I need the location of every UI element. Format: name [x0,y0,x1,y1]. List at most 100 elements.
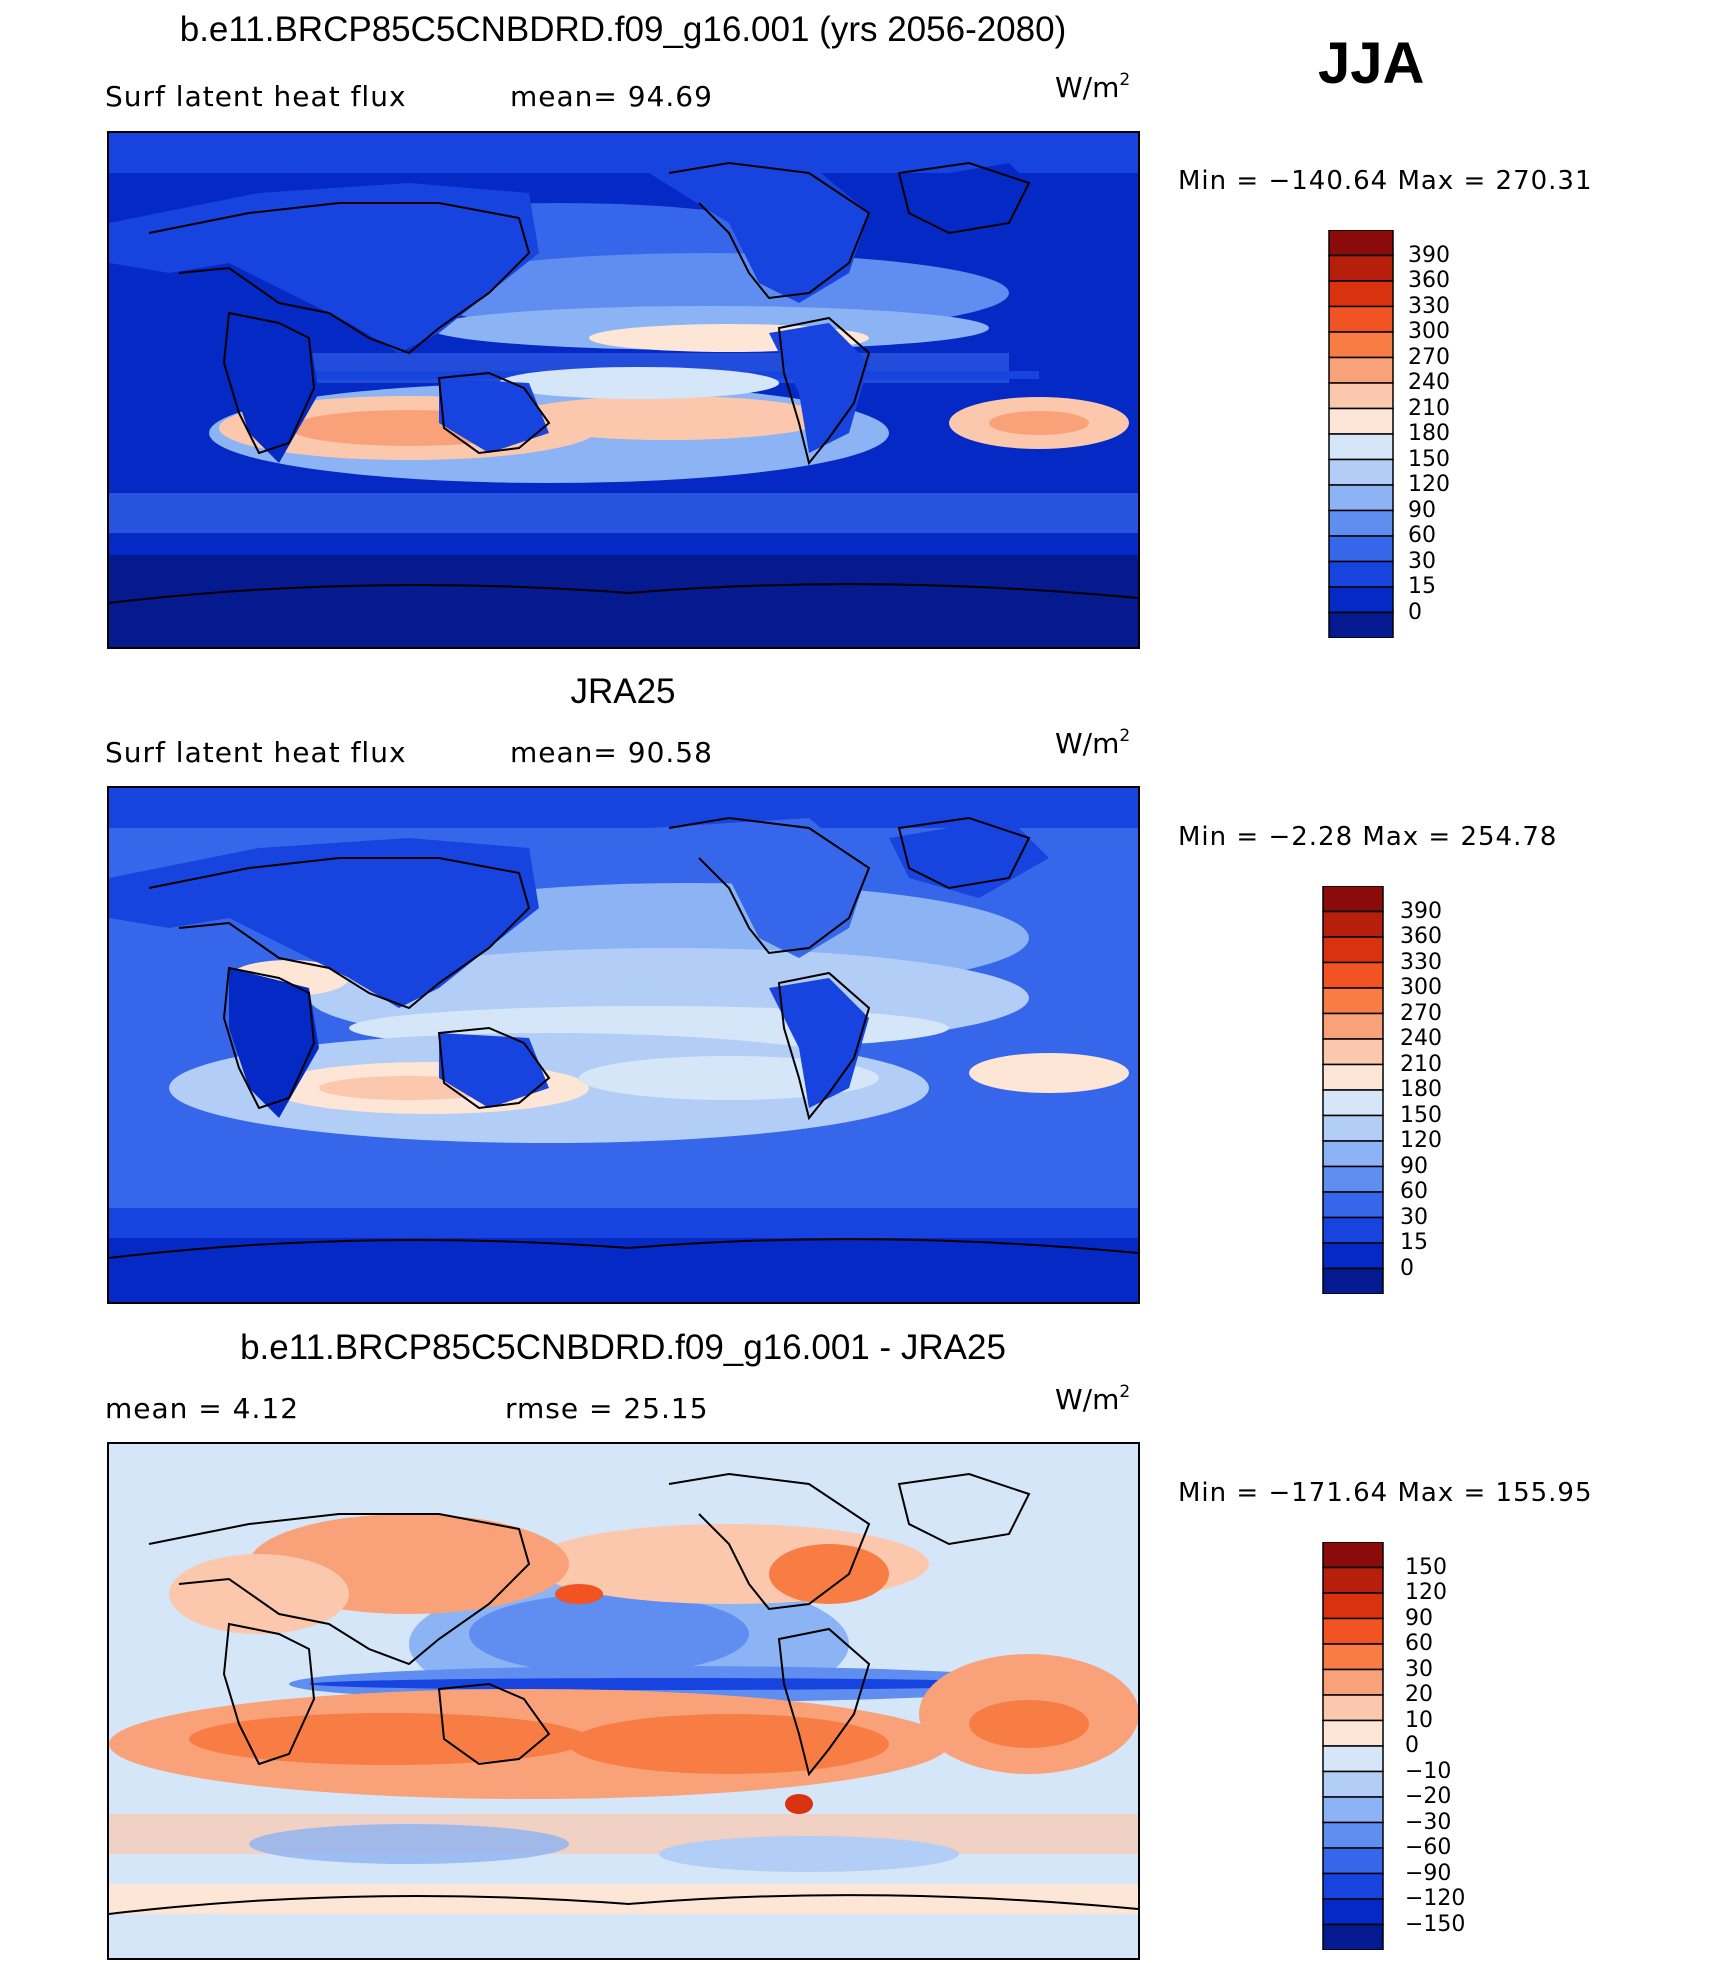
panel3-colorbar [1322,1541,1384,1955]
colorbar-swatch [1322,1923,1384,1951]
colorbar-swatch [1322,961,1384,989]
colorbar-swatch [1322,987,1384,1015]
panel2-map [107,786,1140,1304]
colorbar-swatch [1322,1745,1384,1773]
colorbar-swatch [1322,1267,1384,1295]
colorbar-swatch [1322,1872,1384,1900]
colorbar-swatch [1328,611,1394,639]
colorbar-tick-label: 20 [1405,1682,1433,1707]
colorbar-swatch [1322,1694,1384,1722]
colorbar-tick-label: 0 [1405,1733,1419,1758]
panel3-title: b.e11.BRCP85C5CNBDRD.f09_g16.001 - JRA25 [240,1328,1006,1367]
colorbar-swatch [1322,1898,1384,1926]
colorbar-tick-label: −120 [1405,1886,1466,1911]
colorbar-tick-label: 15 [1400,1230,1428,1255]
colorbar-tick-label: 150 [1408,446,1450,472]
colorbar-swatch [1322,1566,1384,1594]
panel1-colorbar-swatches [1328,229,1394,639]
panel1-title: b.e11.BRCP85C5CNBDRD.f09_g16.001 (yrs 20… [179,10,1067,49]
colorbar-swatch [1328,509,1394,537]
colorbar-swatch [1322,1719,1384,1747]
panel2-map-field [109,788,1138,1302]
panel1-map [107,131,1140,649]
colorbar-swatch [1322,1114,1384,1142]
colorbar-tick-label: 240 [1408,370,1450,395]
panel1-minmax: Min = −140.64 Max = 270.31 [1178,166,1593,196]
units-exponent: 2 [1119,70,1131,90]
panel2-colorbar [1322,885,1384,1299]
colorbar-tick-label: −150 [1405,1911,1466,1937]
colorbar-tick-label: 360 [1400,924,1442,949]
colorbar-tick-label: 60 [1405,1631,1433,1656]
colorbar-swatch [1322,1089,1384,1117]
panel2-colorbar-swatches [1322,885,1384,1295]
panel3-minmax: Min = −171.64 Max = 155.95 [1178,1478,1593,1508]
colorbar-swatch [1328,433,1394,461]
panel2-title: JRA25 [570,672,676,711]
colorbar-tick-label: 330 [1400,949,1442,975]
colorbar-tick-label: 0 [1400,1255,1414,1281]
panel3-colorbar-labels: 150 120 90 60 30 20 10 0 −10 −20 −30 −60 −90 −120 −150 [1405,1542,1505,1950]
colorbar-swatch [1328,254,1394,282]
panel1-mean-label: mean= 94.69 [510,80,713,113]
colorbar-tick-label: 30 [1400,1204,1428,1230]
colorbar-tick-label: 390 [1400,898,1442,924]
colorbar-tick-label: 60 [1408,523,1436,548]
colorbar-tick-label: 30 [1408,548,1436,574]
colorbar-swatch [1322,1165,1384,1193]
units-exponent: 2 [1119,1382,1131,1402]
colorbar-swatch [1322,1643,1384,1671]
colorbar-swatch [1322,1140,1384,1168]
panel1-colorbar [1328,229,1394,643]
colorbar-swatch [1322,1012,1384,1040]
colorbar-swatch [1328,535,1394,563]
colorbar-swatch [1322,910,1384,938]
panel3-colorbar-swatches [1322,1541,1384,1951]
panel1-map-field [109,133,1138,647]
colorbar-tick-label: 390 [1408,242,1450,268]
colorbar-tick-label: 90 [1405,1605,1433,1631]
panel1-units: W/m2 [1055,70,1130,104]
colorbar-tick-label: 300 [1408,319,1450,344]
colorbar-swatch [1328,382,1394,410]
colorbar-swatch [1322,1796,1384,1824]
units-base: W/m [1055,727,1120,760]
panel3-units: W/m2 [1055,1382,1130,1416]
panel3-rmse-label: rmse = 25.15 [505,1392,709,1425]
colorbar-tick-label: 0 [1408,599,1422,625]
colorbar-tick-label: −60 [1405,1835,1452,1860]
colorbar-swatch [1328,331,1394,359]
colorbar-tick-label: −30 [1405,1809,1452,1835]
colorbar-swatch [1328,560,1394,588]
colorbar-swatch [1328,407,1394,435]
colorbar-tick-label: 150 [1405,1554,1447,1580]
colorbar-swatch [1322,936,1384,964]
colorbar-tick-label: −10 [1405,1758,1452,1784]
colorbar-tick-label: 150 [1400,1102,1442,1128]
colorbar-swatch [1328,356,1394,384]
colorbar-tick-label: 90 [1400,1153,1428,1179]
panel3-map [107,1442,1140,1960]
panel1-colorbar-labels: 390 360 330 300 270 240 210 180 150 120 90 60 30 15 0 [1408,230,1508,638]
panel2-mean-label: mean= 90.58 [510,736,713,769]
colorbar-tick-label: 120 [1400,1128,1442,1153]
colorbar-tick-label: 210 [1400,1051,1442,1077]
season-label: JJA [1318,31,1425,96]
colorbar-swatch [1322,1541,1384,1569]
colorbar-swatch [1322,1063,1384,1091]
colorbar-swatch [1322,1821,1384,1849]
colorbar-tick-label: 270 [1400,1000,1442,1026]
colorbar-swatch [1328,280,1394,308]
colorbar-swatch [1322,1216,1384,1244]
colorbar-swatch [1328,458,1394,486]
panel3-mean-label: mean = 4.12 [105,1392,300,1425]
colorbar-swatch [1328,586,1394,614]
colorbar-swatch [1322,1242,1384,1270]
colorbar-tick-label: 60 [1400,1179,1428,1204]
panel1-variable-label: Surf latent heat flux [105,80,407,113]
colorbar-tick-label: −90 [1405,1860,1452,1886]
colorbar-tick-label: 90 [1408,497,1436,523]
colorbar-tick-label: 240 [1400,1026,1442,1051]
units-base: W/m [1055,1383,1120,1416]
colorbar-swatch [1322,1770,1384,1798]
